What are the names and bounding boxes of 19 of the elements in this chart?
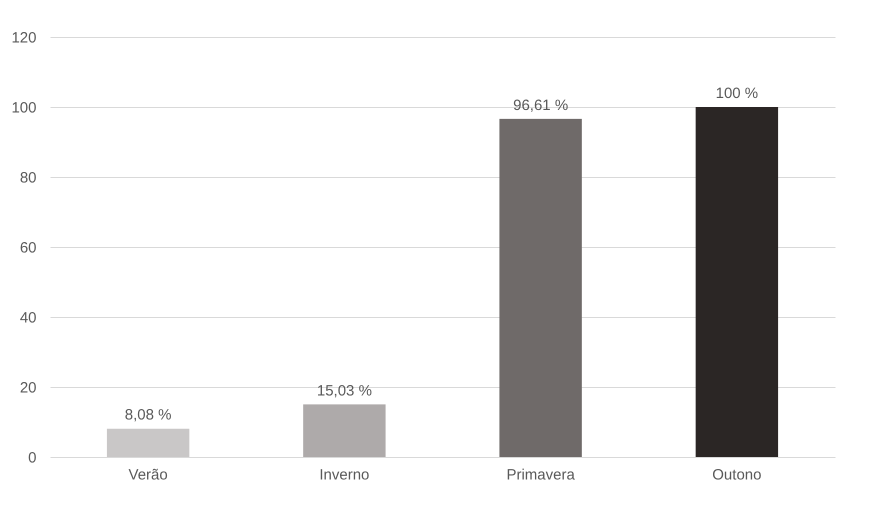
x-tick-label: Outono — [712, 466, 762, 484]
y-tick-label: 120 — [11, 30, 36, 46]
data-label: 96,61 % — [513, 96, 568, 114]
bar — [696, 107, 778, 457]
data-label: 100 % — [716, 85, 758, 102]
x-tick-label: Primavera — [506, 466, 576, 484]
y-tick-label: 60 — [20, 240, 36, 256]
x-tick-label: Inverno — [319, 466, 370, 484]
y-tick-label: 40 — [20, 310, 36, 326]
data-label: 15,03 % — [316, 382, 372, 400]
x-tick-label: Verão — [128, 466, 168, 484]
y-tick-label: 0 — [28, 450, 36, 466]
bar — [106, 428, 190, 457]
bar — [499, 118, 582, 457]
data-label: 8,08 % — [124, 406, 172, 424]
y-tick-label: 20 — [20, 380, 36, 396]
y-tick-label: 80 — [20, 170, 36, 186]
y-tick-label: 100 — [11, 100, 36, 116]
bar — [303, 404, 386, 457]
